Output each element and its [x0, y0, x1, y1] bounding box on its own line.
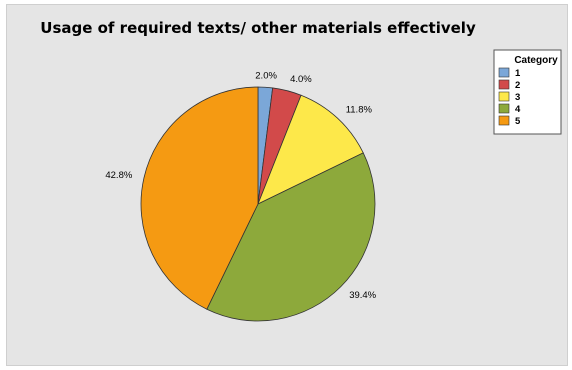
legend-swatch-4	[498, 103, 510, 114]
legend-label-4: 4	[515, 104, 521, 115]
legend-swatch-2	[498, 79, 510, 90]
legend-label-3: 3	[515, 92, 520, 103]
pie-slices	[140, 86, 376, 322]
value-label-3: 11.8%	[346, 104, 373, 115]
value-label-1: 2.0%	[255, 70, 277, 81]
chart-title: Usage of required texts/ other materials…	[40, 19, 476, 37]
value-label-5: 42.8%	[105, 170, 132, 181]
legend-label-5: 5	[515, 116, 521, 127]
legend-label-1: 1	[515, 68, 521, 79]
pie-slice-3	[257, 94, 364, 205]
legend-title: Category	[514, 55, 558, 66]
value-label-4: 39.4%	[349, 290, 376, 301]
value-label-2: 4.0%	[290, 74, 312, 85]
pie-value-labels: 2.0% 4.0% 11.8% 39.4% 42.8%	[105, 70, 376, 301]
legend-swatch-5	[498, 115, 510, 126]
legend-swatch-1	[498, 67, 510, 78]
pie-slice-4	[206, 152, 376, 322]
pie-slice-5	[140, 86, 259, 310]
legend-swatch-3	[498, 91, 510, 102]
legend-label-2: 2	[515, 80, 520, 91]
